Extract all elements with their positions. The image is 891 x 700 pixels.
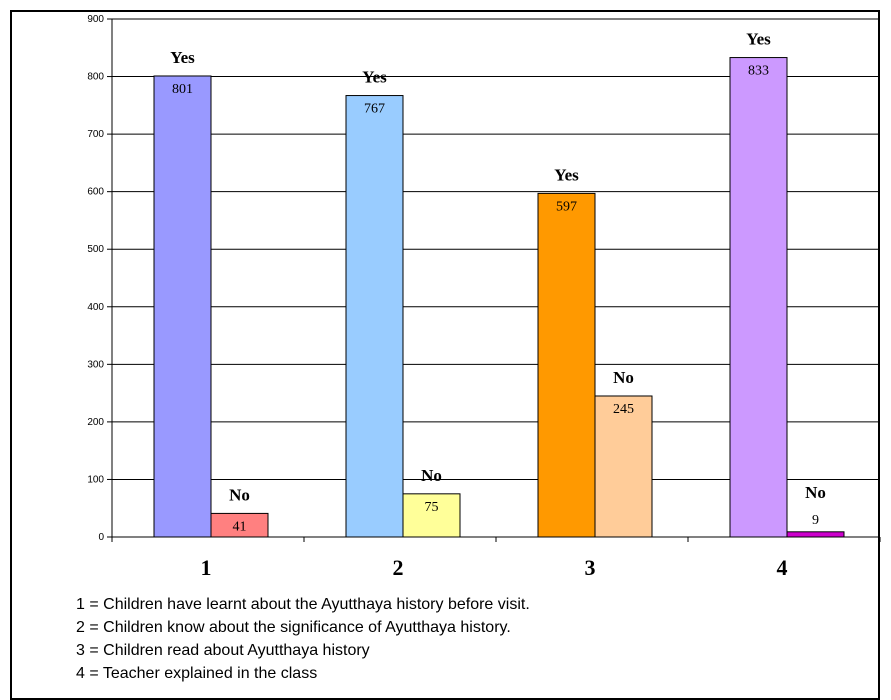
y-tick-label-700: 700 xyxy=(87,129,104,140)
series-label-no-3: No xyxy=(613,368,634,387)
value-label-yes-4: 833 xyxy=(748,64,769,79)
series-label-yes-1: Yes xyxy=(170,48,195,67)
value-label-yes-3: 597 xyxy=(556,199,577,214)
bar-no-3 xyxy=(594,395,653,538)
y-tick-label-0: 0 xyxy=(98,532,104,543)
legend-item-4: 4 = Teacher explained in the class xyxy=(76,665,318,682)
bar-yes-4 xyxy=(729,57,788,538)
bar-yes-3 xyxy=(537,192,596,538)
series-label-no-4: No xyxy=(805,483,826,502)
y-tick-label-300: 300 xyxy=(87,359,104,370)
value-label-no-4: 9 xyxy=(812,513,819,528)
series-label-no-2: No xyxy=(421,466,442,485)
value-label-no-3: 245 xyxy=(613,402,634,417)
value-label-no-2: 75 xyxy=(425,500,439,515)
legend-item-1: 1 = Children have learnt about the Ayutt… xyxy=(76,596,530,613)
series-label-yes-2: Yes xyxy=(362,68,387,87)
legend-item-3: 3 = Children read about Ayutthaya histor… xyxy=(76,642,370,659)
value-label-yes-2: 767 xyxy=(364,102,385,117)
x-category-label-2: 2 xyxy=(393,555,404,580)
y-tick-label-800: 800 xyxy=(87,72,104,83)
y-tick-label-500: 500 xyxy=(87,244,104,255)
value-label-yes-1: 801 xyxy=(172,82,193,97)
bar-no-2 xyxy=(402,493,461,538)
bar-no-4 xyxy=(786,531,845,538)
x-category-label-1: 1 xyxy=(201,555,212,580)
y-tick-label-200: 200 xyxy=(87,417,104,428)
x-category-label-3: 3 xyxy=(585,555,596,580)
legend-item-2: 2 = Children know about the significance… xyxy=(76,619,511,636)
x-category-label-4: 4 xyxy=(777,555,788,580)
y-tick-label-600: 600 xyxy=(87,187,104,198)
series-label-yes-4: Yes xyxy=(746,30,771,49)
bar-yes-1 xyxy=(153,75,212,538)
series-label-yes-3: Yes xyxy=(554,165,579,184)
series-label-no-1: No xyxy=(229,485,250,504)
bars xyxy=(153,57,845,538)
y-axis: 0 100 200 300 400 500 600 700 800 900 xyxy=(87,14,113,543)
data-labels: 801 Yes 41 No 767 Yes 75 No 597 Yes 245 No 833 Yes 9 No xyxy=(170,30,826,535)
category-legend: 1 = Children have learnt about the Ayutt… xyxy=(76,593,530,685)
bar-yes-2 xyxy=(345,95,404,538)
y-tick-label-900: 900 xyxy=(87,14,104,25)
y-tick-label-400: 400 xyxy=(87,302,104,313)
x-axis: 1 2 3 4 xyxy=(111,536,881,580)
y-tick-label-100: 100 xyxy=(87,474,104,485)
value-label-no-1: 41 xyxy=(233,519,247,534)
